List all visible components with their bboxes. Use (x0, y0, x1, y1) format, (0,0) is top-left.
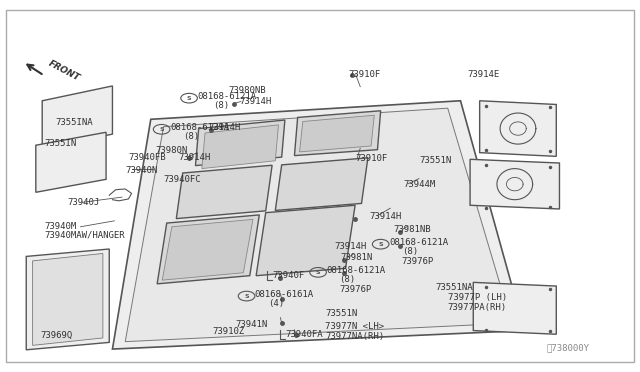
Polygon shape (275, 158, 368, 211)
Text: (8): (8) (339, 275, 355, 284)
Text: S: S (244, 294, 249, 299)
Text: 73976P: 73976P (402, 257, 434, 266)
Text: (4): (4) (268, 299, 284, 308)
Text: 73914H: 73914H (239, 97, 271, 106)
Text: 73977PA(RH): 73977PA(RH) (448, 303, 507, 312)
Text: 73940FA: 73940FA (285, 330, 323, 339)
Text: 08168-6121A: 08168-6121A (197, 92, 257, 101)
Polygon shape (36, 132, 106, 192)
Text: 73940F: 73940F (272, 271, 305, 280)
Text: 73910Z: 73910Z (212, 327, 245, 336)
Text: 08168-6161A: 08168-6161A (255, 290, 314, 299)
Polygon shape (113, 101, 524, 349)
Text: FRONT: FRONT (47, 58, 81, 82)
Text: 73551N: 73551N (325, 310, 357, 318)
Text: 73940J: 73940J (68, 198, 100, 207)
Text: 73940N: 73940N (125, 166, 157, 174)
Text: 73977N <LH>: 73977N <LH> (325, 322, 384, 331)
Text: 7355IN: 7355IN (44, 139, 76, 148)
Text: 73940FB: 73940FB (129, 153, 166, 161)
Polygon shape (195, 120, 285, 166)
Polygon shape (157, 215, 259, 284)
Text: 73910F: 73910F (349, 70, 381, 79)
Text: 73981N: 73981N (340, 253, 372, 262)
Text: 73944M: 73944M (403, 180, 435, 189)
Text: 08168-6121A: 08168-6121A (389, 238, 448, 247)
Text: 73980NB: 73980NB (228, 86, 266, 95)
Text: 73914H: 73914H (334, 241, 366, 250)
Text: 73976P: 73976P (339, 285, 371, 294)
Text: 73981NB: 73981NB (394, 225, 431, 234)
Text: 7355INA: 7355INA (55, 118, 93, 127)
Polygon shape (42, 86, 113, 149)
Text: (8): (8) (213, 101, 230, 110)
Text: S: S (316, 270, 321, 275)
Text: (8): (8) (402, 247, 418, 256)
Text: 73914H: 73914H (208, 123, 241, 132)
Text: 73969Q: 73969Q (40, 331, 72, 340)
Polygon shape (473, 282, 556, 334)
Text: 73977NA(RH): 73977NA(RH) (325, 331, 384, 341)
Text: 73551NA: 73551NA (435, 283, 472, 292)
Polygon shape (163, 219, 253, 280)
Text: 73940MAW/HANGER: 73940MAW/HANGER (44, 230, 125, 240)
Polygon shape (125, 108, 511, 341)
Polygon shape (26, 249, 109, 350)
Text: S: S (378, 242, 383, 247)
Text: 73910F: 73910F (355, 154, 387, 163)
Polygon shape (33, 253, 103, 345)
Text: S: S (159, 127, 164, 132)
Polygon shape (176, 165, 272, 219)
Text: 73940M: 73940M (44, 221, 76, 231)
Polygon shape (479, 101, 556, 156)
Polygon shape (294, 111, 381, 155)
Text: 73914H: 73914H (178, 153, 211, 162)
Text: S: S (187, 96, 191, 101)
Text: (8): (8) (182, 132, 199, 141)
Text: 73977P (LH): 73977P (LH) (448, 294, 507, 302)
Text: 73551N: 73551N (419, 156, 451, 165)
Polygon shape (300, 115, 374, 152)
Text: 08168-6121A: 08168-6121A (170, 123, 229, 132)
Text: 〃738000Y: 〃738000Y (547, 344, 589, 353)
Text: 73940FC: 73940FC (164, 175, 201, 184)
Polygon shape (202, 125, 278, 169)
Text: 08168-6121A: 08168-6121A (326, 266, 385, 275)
Text: 73914H: 73914H (370, 212, 402, 221)
Polygon shape (256, 205, 355, 276)
Text: 73914E: 73914E (467, 70, 499, 79)
Polygon shape (470, 159, 559, 209)
Text: 73980N: 73980N (156, 145, 188, 154)
Text: 73941N: 73941N (236, 321, 268, 330)
